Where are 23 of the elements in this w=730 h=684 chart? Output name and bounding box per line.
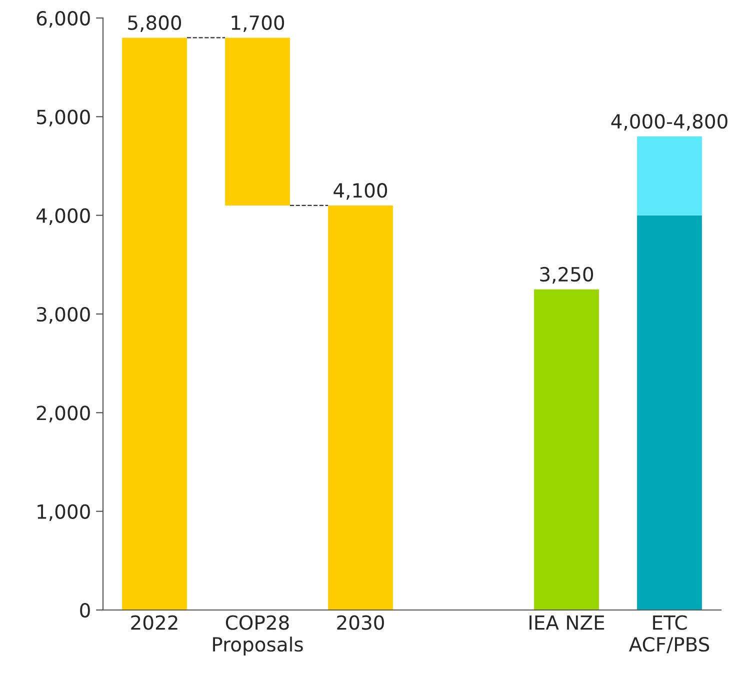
y-tick-label: 5,000 [37,110,90,126]
text: 5,800 [128,15,182,32]
text: 4,100 [334,183,388,200]
y-tick-label: 6,000 [36,10,90,28]
bar [328,205,393,610]
y-tick-label: 2,000 [36,406,90,422]
bar [225,38,290,206]
bar [534,289,599,610]
text: 1,700 [232,15,284,32]
x-tick-label: 2030 [337,615,384,630]
y-tick-label: 3,000 [37,306,90,324]
y-tick-label: 1,000 [38,504,90,521]
bar [637,136,702,216]
x-tick-label: 2022 [131,615,178,630]
y-tick-label: 4,000 [36,208,90,225]
text: 4,000-4,800 [611,114,728,131]
x-tick-label: IEA NZE [530,615,604,630]
bar [637,215,702,610]
text: 3,250 [540,266,594,284]
x-tick-label: COP28 Proposals [213,615,303,656]
y-tick-label: 0 [80,602,90,618]
bar [122,38,187,610]
x-tick-label: ETC ACF/PBS [628,615,710,654]
